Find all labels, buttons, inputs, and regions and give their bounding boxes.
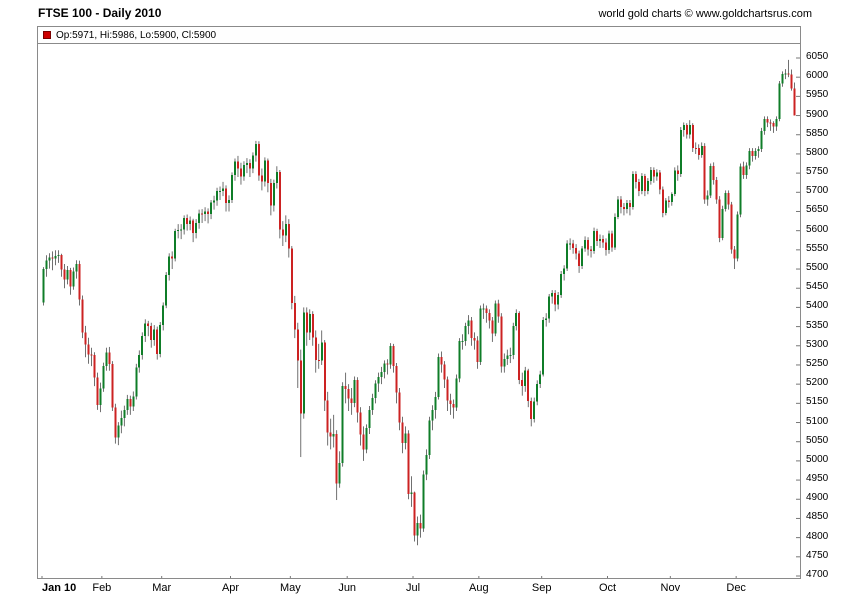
x-axis-label: Dec bbox=[726, 582, 746, 594]
y-axis-label: 5650 bbox=[806, 204, 829, 216]
chart-frame: Op:5971, Hi:5986, Lo:5900, Cl:5900 bbox=[37, 26, 801, 579]
y-axis-label: 5350 bbox=[806, 319, 829, 331]
x-axis-label: May bbox=[279, 582, 301, 594]
y-axis-label: 4900 bbox=[806, 492, 829, 504]
candlestick-plot bbox=[41, 57, 800, 578]
y-axis-label: 5050 bbox=[806, 434, 829, 446]
y-axis-label: 5550 bbox=[806, 242, 829, 254]
chart-title: FTSE 100 - Daily 2010 bbox=[38, 6, 162, 20]
y-axis-label: 5200 bbox=[806, 377, 829, 389]
legend-marker-icon bbox=[43, 31, 51, 39]
x-axis-label: Sep bbox=[531, 582, 552, 594]
x-axis-label: Oct bbox=[598, 582, 617, 594]
y-axis-label: 5850 bbox=[806, 127, 829, 139]
y-axis-label: 5450 bbox=[806, 281, 829, 293]
x-axis-label: Aug bbox=[469, 582, 489, 594]
y-axis-label: 4750 bbox=[806, 549, 829, 561]
y-axis-label: 5400 bbox=[806, 300, 829, 312]
x-axis-label: Nov bbox=[660, 582, 681, 594]
y-axis-label: 5100 bbox=[806, 415, 829, 427]
y-axis-label: 4700 bbox=[806, 569, 829, 580]
y-axis-label: 5800 bbox=[806, 146, 829, 158]
y-axis-label: 5500 bbox=[806, 262, 829, 274]
y-axis-label: 5700 bbox=[806, 185, 829, 197]
x-axis-label: Jul bbox=[405, 582, 421, 594]
x-axis-label: Apr bbox=[221, 582, 240, 594]
x-axis-label: Feb bbox=[92, 582, 112, 594]
legend-bar: Op:5971, Hi:5986, Lo:5900, Cl:5900 bbox=[38, 27, 800, 44]
y-axis-label: 5900 bbox=[806, 108, 829, 120]
y-axis-label: 4850 bbox=[806, 511, 829, 523]
y-axis-label: 4800 bbox=[806, 530, 829, 542]
x-axis-label: Jan 10 bbox=[42, 582, 77, 594]
legend-ohlc-label: Op:5971, Hi:5986, Lo:5900, Cl:5900 bbox=[56, 29, 217, 41]
y-axis-label: 5300 bbox=[806, 338, 829, 350]
attribution-text: world gold charts © www.goldchartsrus.co… bbox=[598, 8, 812, 20]
x-axis-label: Mar bbox=[152, 582, 172, 594]
x-axis-label: Jun bbox=[338, 582, 357, 594]
y-axis-label: 5000 bbox=[806, 453, 829, 465]
y-axis-label: 5950 bbox=[806, 89, 829, 101]
y-axis-label: 5750 bbox=[806, 166, 829, 178]
y-axis-label: 4950 bbox=[806, 473, 829, 485]
y-axis-label: 5150 bbox=[806, 396, 829, 408]
y-axis-label: 6000 bbox=[806, 70, 829, 82]
y-axis-label: 5250 bbox=[806, 357, 829, 369]
y-axis-label: 5600 bbox=[806, 223, 829, 235]
y-axis-label: 6050 bbox=[806, 51, 829, 62]
